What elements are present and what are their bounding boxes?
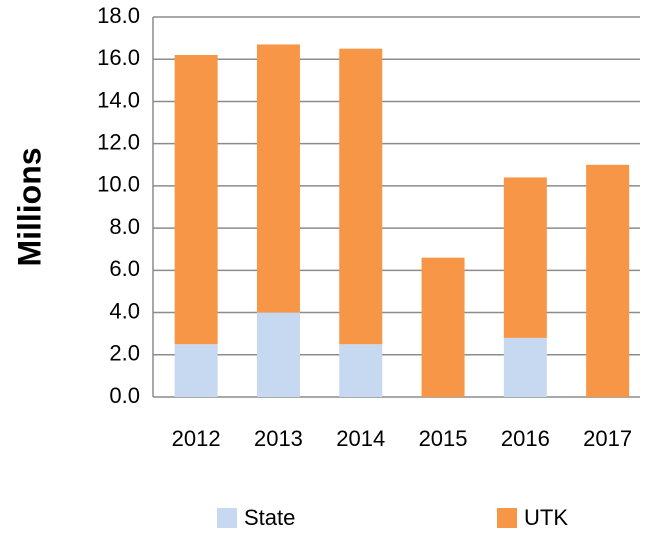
y-tick-label: 4.0 <box>109 298 140 323</box>
y-axis-label: Millions <box>11 147 47 266</box>
bar-segment <box>503 337 547 397</box>
x-tick-label: 2013 <box>254 426 303 451</box>
y-tick-label: 2.0 <box>109 341 140 366</box>
x-tick-label: 2017 <box>583 426 632 451</box>
y-tick-label: 0.0 <box>109 383 140 408</box>
y-tick-label: 6.0 <box>109 256 140 281</box>
x-tick-label: 2014 <box>336 426 385 451</box>
y-tick-label: 8.0 <box>109 214 140 239</box>
legend-label: State <box>244 505 295 530</box>
bar-segment <box>421 257 465 397</box>
y-tick-label: 18.0 <box>97 3 140 28</box>
y-tick-label: 16.0 <box>97 45 140 70</box>
bar-segment <box>256 312 300 397</box>
bar-segment <box>503 177 547 338</box>
bar-segment <box>339 344 383 397</box>
bar-segment <box>174 344 218 397</box>
bar-segment <box>256 44 300 313</box>
legend-swatch <box>217 508 237 528</box>
x-tick-label: 2015 <box>419 426 468 451</box>
x-tick-label: 2016 <box>501 426 550 451</box>
y-tick-label: 14.0 <box>97 87 140 112</box>
y-tick-label: 12.0 <box>97 129 140 154</box>
bar-segment <box>339 48 383 345</box>
legend-label: UTK <box>524 505 568 530</box>
legend-swatch <box>497 508 517 528</box>
x-tick-label: 2012 <box>172 426 221 451</box>
bar-segment <box>174 55 218 345</box>
bar-segment <box>586 164 630 397</box>
y-tick-label: 10.0 <box>97 172 140 197</box>
